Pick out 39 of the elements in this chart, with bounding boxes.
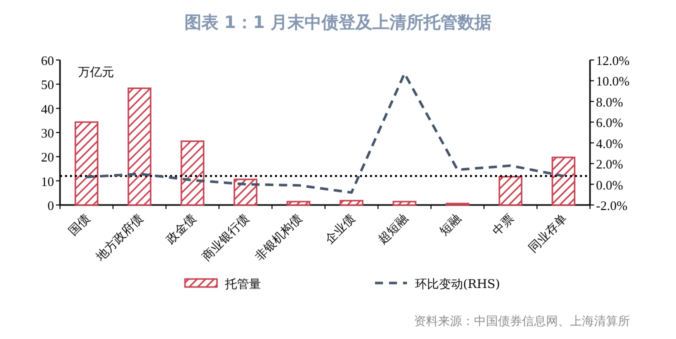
x-tick-label: 商业银行债 bbox=[199, 211, 252, 264]
y-axis-title: 万亿元 bbox=[78, 65, 114, 79]
y-tick-label: 60 bbox=[41, 53, 54, 68]
x-tick-label: 超短融 bbox=[375, 211, 411, 247]
bar bbox=[552, 156, 576, 206]
x-tick-label: 非银机构债 bbox=[252, 211, 305, 264]
legend-label: 环比变动(RHS) bbox=[415, 277, 500, 291]
y2-tick-label: 12.0% bbox=[596, 53, 630, 68]
y-tick-label: 20 bbox=[41, 150, 54, 165]
y-tick-label: 40 bbox=[41, 101, 54, 116]
y2-tick-label: 6.0% bbox=[596, 115, 624, 130]
y2-tick-label: -2.0% bbox=[596, 198, 628, 213]
bar bbox=[74, 121, 98, 206]
y-tick-label: 10 bbox=[41, 174, 54, 189]
y2-tick-label: 0.0% bbox=[596, 177, 624, 192]
x-tick-label: 短融 bbox=[436, 211, 464, 238]
bar bbox=[340, 200, 364, 206]
y-tick-label: 50 bbox=[41, 77, 54, 92]
y2-tick-label: 2.0% bbox=[596, 156, 624, 172]
bar bbox=[392, 200, 416, 206]
chart-title: 图表 1：1 月末中债登及上清所托管数据 bbox=[184, 13, 492, 33]
x-tick-label: 地方政府债 bbox=[92, 211, 146, 264]
y2-tick-label: 10.0% bbox=[596, 74, 630, 89]
x-tick-label: 中票 bbox=[490, 211, 517, 238]
bar bbox=[128, 88, 152, 206]
y-tick-label: 30 bbox=[41, 126, 54, 140]
y2-tick-label: 4.0% bbox=[596, 136, 624, 151]
x-tick-label: 政金债 bbox=[163, 211, 199, 247]
y2-tick-label: 8.0% bbox=[596, 94, 624, 110]
y-tick-label: 0 bbox=[48, 198, 54, 213]
text: 资料来源：中国债券信息网、上海清算所 bbox=[414, 314, 630, 328]
bar bbox=[498, 176, 522, 206]
bar bbox=[286, 200, 310, 206]
legend-label: 托管量 bbox=[224, 277, 261, 291]
x-tick-label: 同业存单 bbox=[526, 211, 570, 256]
x-tick-label: 企业债 bbox=[322, 211, 358, 247]
bar bbox=[180, 140, 204, 206]
bar bbox=[234, 178, 258, 206]
x-tick-label: 国债 bbox=[66, 211, 93, 238]
